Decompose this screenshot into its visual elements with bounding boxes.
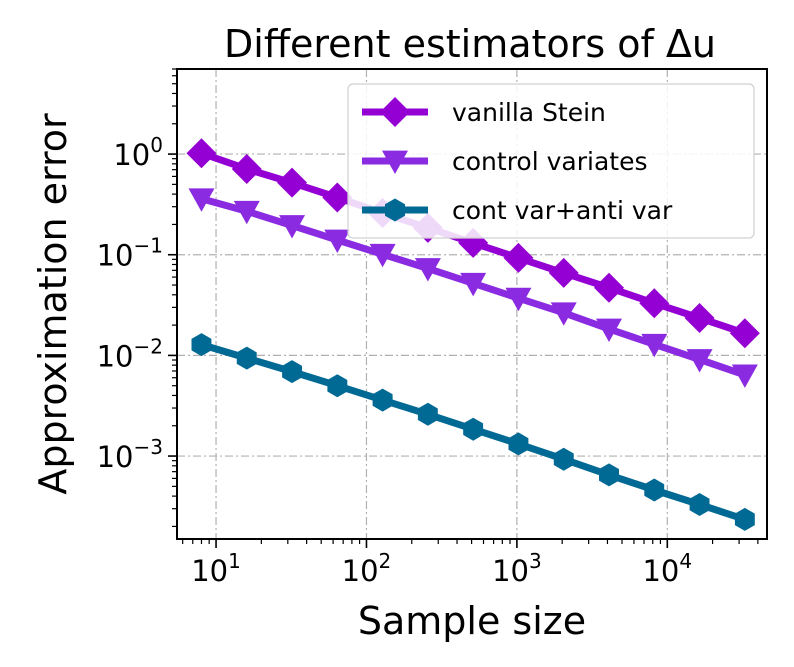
data-point — [644, 478, 665, 502]
x-tick-label: 101 — [191, 549, 241, 588]
data-point — [279, 215, 306, 239]
data-point — [689, 493, 710, 516]
data-point — [327, 374, 348, 398]
data-point — [599, 463, 619, 487]
legend: vanilla Stein control variates cont var+an… — [347, 83, 755, 239]
y-tick-exponent: −1 — [134, 234, 163, 258]
chart-title: Different estimators of Δu — [224, 22, 716, 66]
series-1 — [188, 188, 758, 388]
x-tick-base: 10 — [492, 554, 529, 588]
data-point — [186, 138, 217, 169]
data-point — [550, 302, 577, 326]
y-tick-base: 10 — [97, 239, 134, 273]
data-point — [277, 167, 308, 198]
data-point — [414, 258, 441, 282]
x-tick-label: 103 — [492, 549, 542, 588]
x-tick-exponent: 2 — [379, 549, 392, 573]
data-point — [417, 402, 438, 426]
data-point — [639, 288, 670, 319]
data-point — [684, 303, 715, 334]
legend-marker — [380, 97, 410, 127]
x-tick-base: 10 — [342, 554, 379, 588]
y-tick-base: 10 — [113, 138, 150, 172]
y-tick-exponent: −3 — [134, 435, 163, 459]
x-tick-label: 104 — [642, 549, 692, 588]
data-point — [548, 257, 579, 288]
data-point — [231, 154, 262, 185]
y-axis-label: Approximation error — [31, 113, 75, 495]
data-point — [508, 432, 529, 456]
data-point — [372, 388, 393, 412]
legend-label: vanilla Stein — [452, 98, 606, 127]
y-tick-label: 10−1 — [97, 234, 163, 273]
series-2 — [191, 333, 755, 531]
data-point — [322, 182, 353, 213]
legend-box — [347, 83, 755, 239]
data-point — [641, 333, 668, 358]
data-point — [324, 229, 351, 254]
data-point — [463, 417, 484, 441]
x-tick-base: 10 — [191, 554, 228, 588]
legend-marker — [382, 150, 408, 174]
x-tick-label: 102 — [342, 549, 392, 588]
data-point — [282, 360, 302, 384]
data-point — [460, 272, 487, 297]
legend-label: control variates — [452, 147, 647, 176]
y-tick-base: 10 — [97, 440, 134, 474]
y-tick-label: 100 — [113, 133, 163, 172]
data-point — [369, 243, 396, 268]
x-tick-exponent: 1 — [228, 549, 241, 573]
data-point — [731, 364, 758, 388]
y-tick-base: 10 — [97, 339, 134, 373]
data-point — [191, 333, 212, 357]
data-point — [734, 507, 755, 531]
data-point — [236, 346, 257, 370]
data-point — [188, 188, 215, 212]
data-point — [594, 272, 625, 303]
y-tick-label: 10−3 — [97, 435, 163, 474]
y-tick-exponent: 0 — [150, 133, 163, 157]
data-point — [596, 318, 623, 342]
data-point — [503, 242, 534, 273]
legend-marker — [385, 198, 405, 222]
data-point — [729, 318, 760, 349]
data-point — [505, 287, 532, 312]
x-tick-base: 10 — [642, 554, 679, 588]
data-point — [233, 200, 260, 225]
y-tick-exponent: −2 — [134, 334, 163, 358]
legend-entry: control variates — [362, 147, 647, 176]
x-tick-exponent: 4 — [679, 549, 692, 573]
series-layer — [186, 138, 760, 531]
legend-entry: vanilla Stein — [362, 97, 606, 127]
data-point — [553, 447, 574, 471]
x-tick-exponent: 3 — [529, 549, 542, 573]
y-tick-label: 10−2 — [97, 334, 163, 373]
data-point — [686, 349, 713, 373]
legend-label: cont var+anti var — [452, 196, 673, 225]
x-axis-label: Sample size — [358, 599, 586, 643]
legend-entry: cont var+anti var — [362, 196, 673, 225]
